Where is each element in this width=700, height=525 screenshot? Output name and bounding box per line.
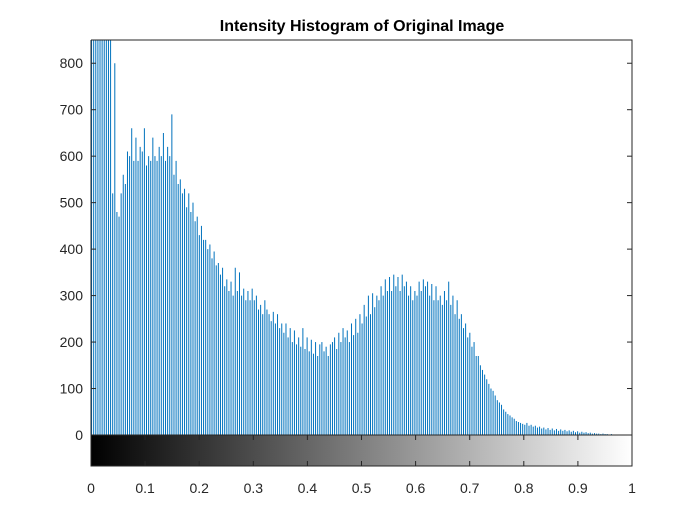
y-tick-label: 100	[60, 381, 84, 397]
chart-title: Intensity Histogram of Original Image	[220, 18, 505, 35]
y-axis-ticks: 0 100 200 300 400 500 600 700 800	[60, 55, 632, 443]
y-tick-label: 0	[75, 427, 83, 443]
x-tick-label: 0.6	[406, 480, 426, 496]
y-tick-label: 300	[60, 288, 84, 304]
x-tick-label: 0.5	[352, 480, 372, 496]
x-tick-label: 0	[87, 480, 95, 496]
x-axis-ticks: 0 0.1 0.2 0.3 0.4 0.5 0.6 0.7 0.8 0.9 1	[87, 435, 636, 496]
x-tick-label: 0.4	[298, 480, 318, 496]
y-tick-label: 600	[60, 148, 84, 164]
plot-area	[91, 40, 632, 435]
axes-box	[90, 39, 633, 435]
y-tick-label: 400	[60, 241, 84, 257]
y-tick-label: 500	[60, 195, 84, 211]
x-tick-label: 0.1	[135, 480, 155, 496]
x-tick-label: 0.3	[244, 480, 264, 496]
x-tick-label: 0.8	[514, 480, 534, 496]
x-tick-label: 0.7	[460, 480, 480, 496]
y-tick-label: 800	[60, 55, 84, 71]
y-tick-label: 700	[60, 102, 84, 118]
x-tick-label: 0.9	[568, 480, 588, 496]
x-tick-label: 0.2	[189, 480, 209, 496]
histogram-bars	[91, 40, 625, 435]
y-tick-label: 200	[60, 334, 84, 350]
grayscale-colorbar	[90, 434, 633, 467]
x-tick-label: 1	[628, 480, 636, 496]
